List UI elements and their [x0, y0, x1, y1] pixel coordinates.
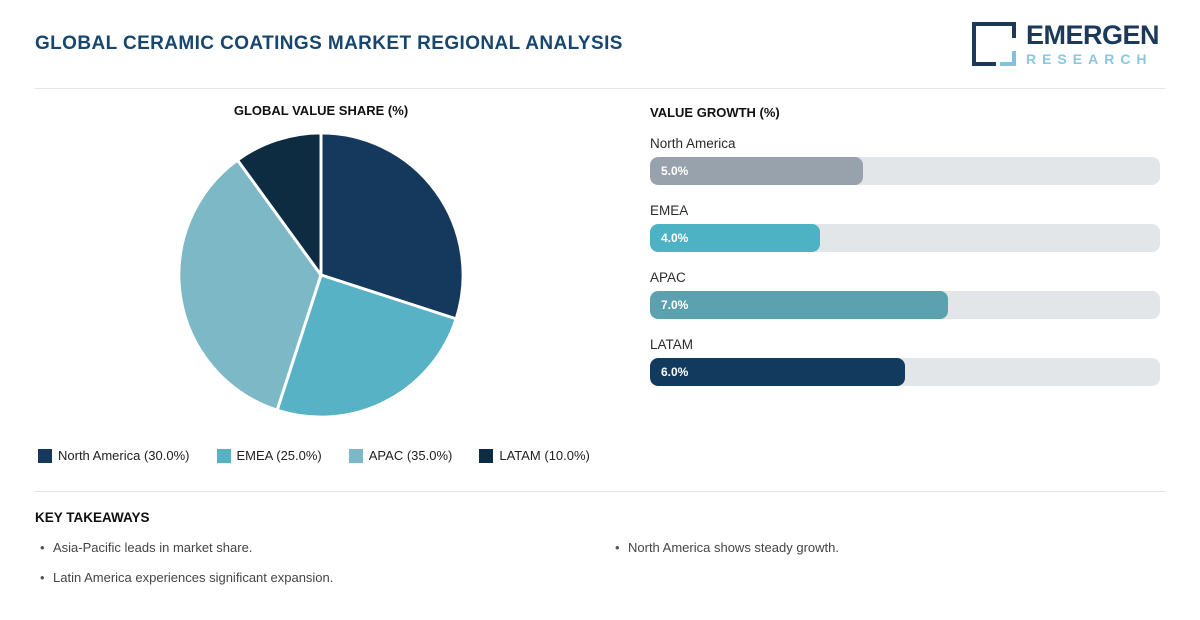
takeaway-text: Latin America experiences significant ex… [53, 570, 334, 586]
pie-slice-emea [275, 273, 458, 419]
legend-label: LATAM (10.0%) [499, 448, 590, 463]
bar-label: LATAM [650, 337, 694, 352]
takeaway-item: • North America shows steady growth. [610, 539, 1165, 557]
bar-chart-title: VALUE GROWTH (%) [650, 105, 780, 120]
bar-value-label: 7.0% [661, 298, 689, 312]
pie-slice-latam [236, 131, 323, 277]
key-takeaways-section: KEY TAKEAWAYS • Asia-Pacific leads in ma… [35, 491, 1165, 599]
bar-track: 7.0% [650, 291, 1160, 319]
bar-fill: 5.0% [650, 157, 863, 185]
bar-label: APAC [650, 270, 686, 285]
legend-item-latam: LATAM (10.0%) [479, 448, 590, 463]
takeaways-divider [35, 491, 1165, 492]
pie-slice-north-america [319, 131, 465, 321]
takeaways-right-column: • North America shows steady growth. [610, 539, 1165, 599]
takeaway-item: • Asia-Pacific leads in market share. [35, 539, 610, 557]
takeaways-columns: • Asia-Pacific leads in market share. • … [35, 539, 1165, 599]
takeaway-item: • Latin America experiences significant … [35, 569, 610, 587]
bar-group-latam: LATAM 6.0% [650, 337, 1165, 386]
bar-fill: 7.0% [650, 291, 948, 319]
bullet-icon: • [615, 540, 620, 555]
header-divider [35, 88, 1165, 89]
bar-value-label: 6.0% [661, 365, 689, 379]
takeaway-text: North America shows steady growth. [628, 540, 839, 555]
legend-label: North America (30.0%) [58, 448, 190, 463]
legend-label: APAC (35.0%) [368, 448, 453, 463]
pie-slice-apac [177, 158, 323, 412]
bar-chart-section: VALUE GROWTH (%) North America 5.0% EMEA… [650, 103, 1165, 463]
legend-label: EMEA (25.0%) [236, 448, 322, 463]
logo-name: EMERGEN [1025, 20, 1160, 50]
charts-row: GLOBAL VALUE SHARE (%) North America (30… [35, 103, 1165, 463]
bar-label: North America [650, 136, 736, 151]
bar-track: 4.0% [650, 224, 1160, 252]
bar-label: EMEA [650, 203, 689, 218]
legend-item-emea: EMEA (25.0%) [216, 448, 322, 463]
bar-group-north-america: North America 5.0% [650, 136, 1165, 185]
bar-track: 6.0% [650, 358, 1160, 386]
bar-value-label: 4.0% [661, 231, 689, 245]
page-title: GLOBAL CERAMIC COATINGS MARKET REGIONAL … [35, 33, 623, 54]
bar-fill: 4.0% [650, 224, 820, 252]
bullet-icon: • [40, 540, 45, 555]
header: GLOBAL CERAMIC COATINGS MARKET REGIONAL … [35, 0, 1165, 88]
logo-square-icon [971, 22, 1016, 66]
legend-swatch-icon [38, 448, 52, 463]
takeaways-left-column: • Asia-Pacific leads in market share. • … [35, 539, 610, 599]
legend-swatch-icon [479, 448, 494, 463]
bar-group-apac: APAC 7.0% [650, 270, 1165, 319]
infographic-page: GLOBAL CERAMIC COATINGS MARKET REGIONAL … [35, 0, 1165, 599]
pie-chart-title: GLOBAL VALUE SHARE (%) [233, 103, 409, 118]
pie-chart-svg [177, 131, 465, 419]
legend-swatch-icon [348, 448, 363, 463]
pie-legend: North America (30.0%) EMEA (25.0%) APAC … [38, 448, 607, 463]
legend-item-north-america: North America (30.0%) [38, 448, 190, 463]
pie-chart [35, 128, 607, 422]
legend-item-apac: APAC (35.0%) [348, 448, 453, 463]
pie-chart-section: GLOBAL VALUE SHARE (%) North America (30… [35, 103, 607, 463]
bar-value-label: 5.0% [661, 164, 689, 178]
bullet-icon: • [40, 570, 45, 586]
emergen-research-logo: EMERGEN RESEARCH [970, 20, 1160, 68]
bar-group-emea: EMEA 4.0% [650, 203, 1165, 252]
takeaways-title: KEY TAKEAWAYS [35, 510, 150, 525]
legend-swatch-icon [216, 448, 231, 463]
bar-track: 5.0% [650, 157, 1160, 185]
logo-subname: RESEARCH [1025, 51, 1153, 67]
bar-fill: 6.0% [650, 358, 905, 386]
logo-text: EMERGEN RESEARCH [1025, 20, 1160, 67]
takeaway-text: Asia-Pacific leads in market share. [53, 540, 253, 555]
